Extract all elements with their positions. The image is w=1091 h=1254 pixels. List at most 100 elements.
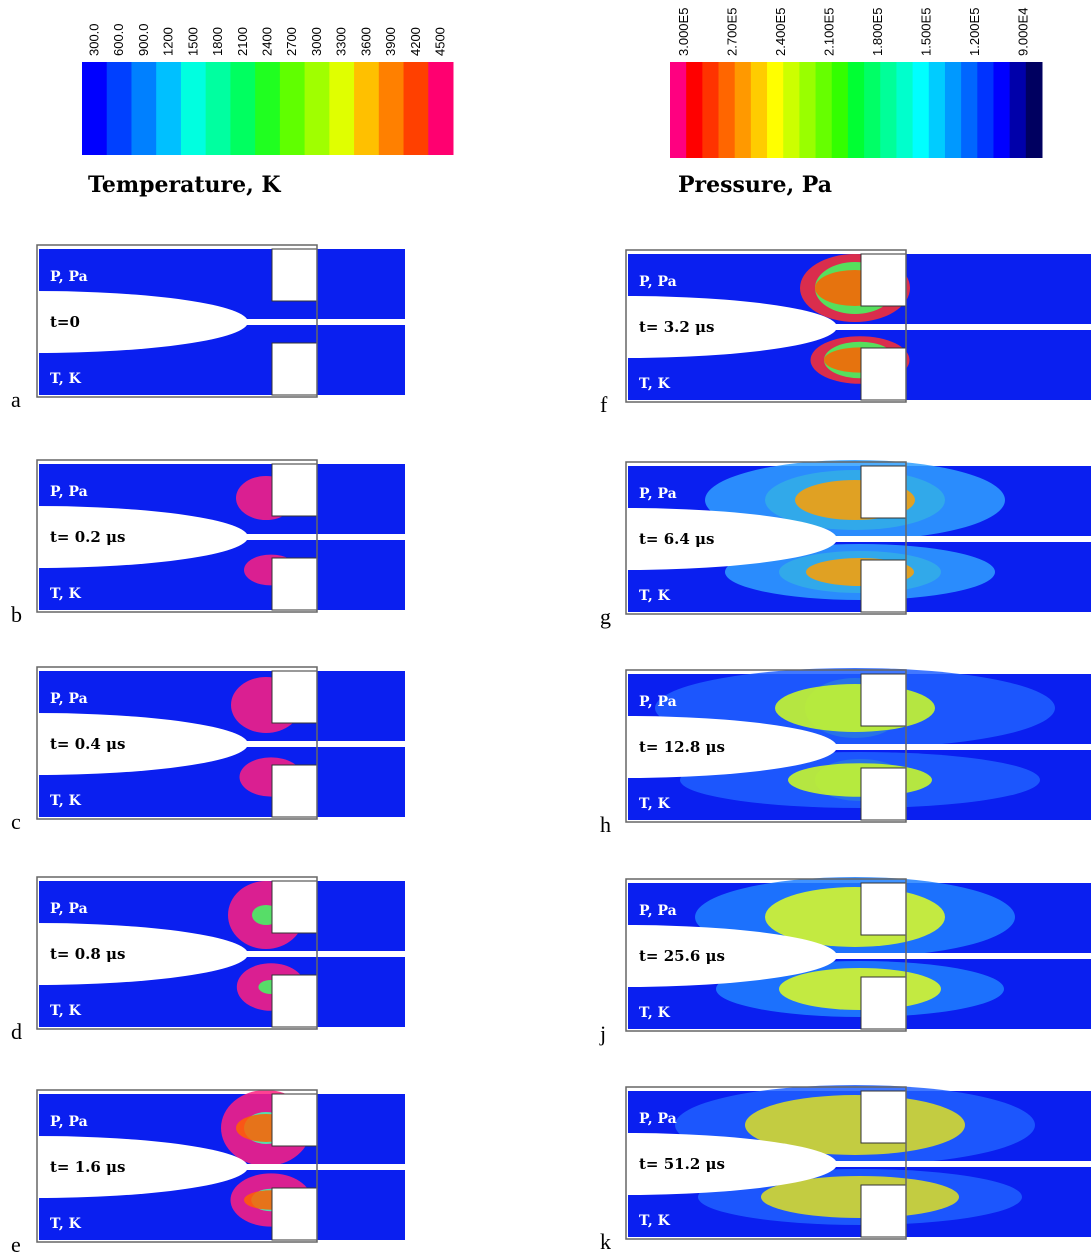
scale-label: 1800 [210,27,225,56]
temperature-label: T, K [50,371,82,387]
panel: P, PaT, Kt= 12.8 μsh [405,668,1091,837]
pressure-label: P, Pa [639,694,677,710]
color-band [864,62,881,158]
color-band [719,62,736,158]
panel-letter: k [600,1229,611,1254]
color-band [767,62,784,158]
panel-letter: c [11,809,21,834]
color-band [379,62,404,155]
temperature-label: T, K [639,376,671,392]
color-band [131,62,156,155]
mask [0,243,39,403]
scale-label: 4500 [433,27,448,56]
pressure-label: P, Pa [50,901,88,917]
time-label: t=0 [50,313,80,331]
color-band [354,62,379,155]
pressure-label: P, Pa [50,484,88,500]
electrode [861,674,906,726]
color-band [670,62,687,158]
pressure-label: P, Pa [639,903,677,919]
scale-label: 2.100E5 [822,8,837,56]
mask [405,668,628,828]
mask [0,665,39,825]
time-label: t= 25.6 μs [639,947,725,965]
panel-letter: b [11,602,22,627]
electrode [861,466,906,518]
electrode [272,765,317,817]
color-band [702,62,719,158]
electrode [272,975,317,1027]
color-band [206,62,231,155]
panel-letter: f [600,392,608,417]
color-band [799,62,816,158]
temperature-label: T, K [639,1213,671,1229]
scale-label: 1.500E5 [919,8,934,56]
pressure-label: P, Pa [639,486,677,502]
color-band [428,62,453,155]
scale-label: 3.000E5 [676,8,691,56]
panel: P, Pa T, K t= 6.4 μs g [405,460,1091,629]
scale-label: 2100 [235,27,250,56]
electrode [272,881,317,933]
color-band [107,62,132,155]
time-label: t= 0.8 μs [50,945,125,963]
figure: Temperature, K Pressure, Pa 300.0600.090… [0,0,1091,1254]
time-label: t= 6.4 μs [639,530,714,548]
panel: P, PaT, Kt= 51.2 μsk [405,1085,1091,1254]
color-band [832,62,849,158]
scale-label: 900.0 [136,23,151,56]
panel-letter: a [11,387,21,412]
mask [405,460,628,620]
color-band [929,62,946,158]
temperature-label: T, K [50,793,82,809]
temperature-label: T, K [50,1216,82,1232]
color-band [1010,62,1027,158]
color-band [783,62,800,158]
scale-label: 600.0 [111,23,126,56]
temperature-label: T, K [639,588,671,604]
temperature-label: T, K [639,1005,671,1021]
time-label: t= 3.2 μs [639,318,714,336]
color-band [816,62,833,158]
flow-region [779,968,941,1010]
panel-letter: g [600,604,611,629]
electrode [272,558,317,610]
scale-label: 2.700E5 [725,8,740,56]
scale-label: 2.400E5 [773,8,788,56]
mask [405,877,628,1037]
panel-letter: e [11,1232,21,1254]
panel: P, PaT, Kt= 3.2 μsf [405,248,1091,417]
electrode [861,254,906,306]
electrode [272,671,317,723]
electrode [272,249,317,301]
electrode [861,1185,906,1237]
scale-label: 9.000E4 [1016,8,1031,56]
color-band [848,62,865,158]
panel-letter: j [599,1021,606,1046]
scale-label: 3000 [309,27,324,56]
mask [405,248,628,408]
color-band [896,62,913,158]
scale-label: 3900 [383,27,398,56]
time-label: t= 0.2 μs [50,528,125,546]
color-band [1026,62,1043,158]
color-band [993,62,1010,158]
color-band [751,62,768,158]
pressure-title: Pressure, Pa [678,172,832,198]
time-label: t= 12.8 μs [639,738,725,756]
time-label: t= 1.6 μs [50,1158,125,1176]
scale-label: 3600 [358,27,373,56]
color-band [82,62,107,155]
mask [0,1088,39,1248]
mask [405,1085,628,1245]
temperature-title: Temperature, K [88,172,281,198]
electrode [272,1188,317,1240]
mask [0,875,39,1035]
electrode [272,464,317,516]
flow-region [775,684,935,732]
pressure-label: P, Pa [50,1114,88,1130]
color-band [945,62,962,158]
electrode [272,343,317,395]
color-band [255,62,280,155]
pressure-label: P, Pa [50,691,88,707]
